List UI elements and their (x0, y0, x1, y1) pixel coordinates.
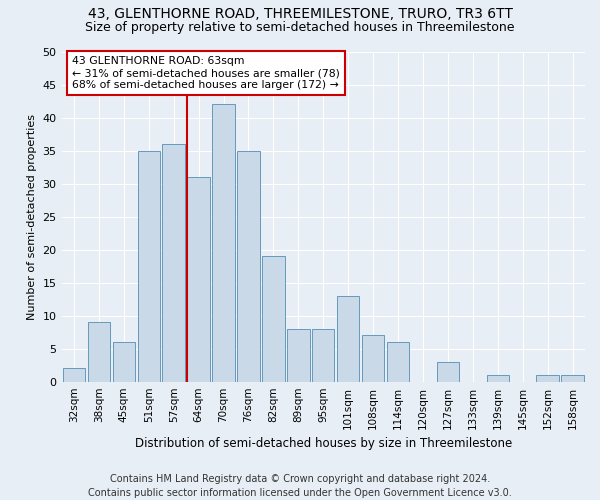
Bar (437, 362, 459, 382)
Bar (262, 256, 284, 382)
Bar (163, 144, 185, 382)
X-axis label: Distribution of semi-detached houses by size in Threemilestone: Distribution of semi-detached houses by … (134, 437, 512, 450)
Text: Contains HM Land Registry data © Crown copyright and database right 2024.
Contai: Contains HM Land Registry data © Crown c… (88, 474, 512, 498)
Bar (113, 342, 135, 382)
Bar (287, 329, 310, 382)
Bar (88, 322, 110, 382)
Bar (237, 150, 260, 382)
Bar (137, 150, 160, 382)
Bar (536, 375, 559, 382)
Text: 43 GLENTHORNE ROAD: 63sqm
← 31% of semi-detached houses are smaller (78)
68% of : 43 GLENTHORNE ROAD: 63sqm ← 31% of semi-… (72, 56, 340, 90)
Text: Size of property relative to semi-detached houses in Threemilestone: Size of property relative to semi-detach… (85, 21, 515, 34)
Bar (387, 342, 409, 382)
Bar (362, 336, 385, 382)
Text: 43, GLENTHORNE ROAD, THREEMILESTONE, TRURO, TR3 6TT: 43, GLENTHORNE ROAD, THREEMILESTONE, TRU… (88, 8, 512, 22)
Y-axis label: Number of semi-detached properties: Number of semi-detached properties (27, 114, 37, 320)
Bar (212, 104, 235, 382)
Bar (562, 375, 584, 382)
Bar (337, 296, 359, 382)
Bar (487, 375, 509, 382)
Bar (312, 329, 334, 382)
Bar (63, 368, 85, 382)
Bar (187, 177, 210, 382)
